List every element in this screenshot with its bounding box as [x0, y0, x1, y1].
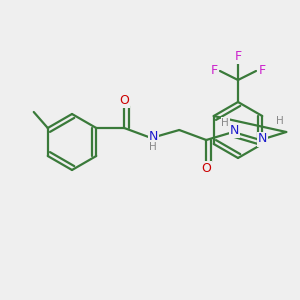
Text: N: N [148, 130, 158, 143]
Text: F: F [210, 64, 218, 77]
Text: H: H [221, 118, 229, 128]
Text: H: H [276, 116, 284, 126]
Text: O: O [201, 161, 211, 175]
Text: O: O [119, 94, 129, 106]
Text: F: F [258, 64, 266, 77]
Text: N: N [230, 124, 239, 136]
Text: H: H [149, 142, 157, 152]
Text: F: F [234, 50, 242, 62]
Text: N: N [258, 133, 267, 146]
